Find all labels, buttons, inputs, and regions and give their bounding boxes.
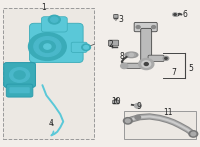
Text: 8: 8 (119, 52, 124, 61)
FancyBboxPatch shape (9, 87, 30, 94)
Circle shape (144, 63, 148, 66)
Ellipse shape (127, 53, 135, 56)
Text: 4: 4 (49, 119, 54, 128)
Circle shape (163, 56, 169, 60)
Text: 9: 9 (136, 102, 141, 111)
FancyBboxPatch shape (114, 14, 118, 18)
Circle shape (10, 68, 29, 82)
FancyBboxPatch shape (124, 111, 196, 139)
Circle shape (34, 37, 61, 56)
Circle shape (139, 59, 154, 70)
Circle shape (121, 63, 128, 69)
Circle shape (129, 53, 133, 56)
Text: 11: 11 (163, 108, 172, 117)
Circle shape (123, 118, 132, 124)
Circle shape (28, 33, 66, 60)
Circle shape (173, 13, 177, 16)
FancyBboxPatch shape (141, 28, 152, 66)
Circle shape (135, 103, 141, 108)
Circle shape (82, 44, 90, 50)
FancyBboxPatch shape (3, 8, 94, 139)
FancyBboxPatch shape (113, 100, 119, 104)
Text: 5: 5 (188, 64, 193, 73)
FancyBboxPatch shape (41, 17, 67, 32)
Circle shape (48, 15, 60, 24)
Text: 1: 1 (41, 3, 46, 12)
FancyBboxPatch shape (148, 55, 164, 62)
Circle shape (174, 14, 176, 15)
Circle shape (152, 26, 156, 29)
Circle shape (189, 131, 198, 137)
FancyBboxPatch shape (134, 22, 157, 32)
Circle shape (14, 71, 25, 79)
FancyBboxPatch shape (6, 84, 33, 97)
Circle shape (125, 119, 130, 123)
Circle shape (51, 17, 58, 22)
Circle shape (84, 46, 88, 49)
Circle shape (135, 115, 141, 119)
Circle shape (39, 41, 55, 52)
FancyBboxPatch shape (71, 42, 87, 52)
Text: 6: 6 (183, 10, 188, 19)
FancyBboxPatch shape (29, 23, 83, 63)
Ellipse shape (125, 52, 138, 58)
Circle shape (142, 61, 151, 67)
FancyBboxPatch shape (123, 63, 147, 69)
Text: 10: 10 (111, 97, 121, 106)
Circle shape (136, 26, 140, 29)
Text: 2: 2 (109, 40, 113, 49)
Text: 3: 3 (118, 15, 123, 24)
Circle shape (44, 44, 51, 49)
Circle shape (165, 57, 167, 59)
Circle shape (191, 132, 196, 136)
FancyBboxPatch shape (108, 40, 119, 46)
FancyBboxPatch shape (4, 63, 35, 87)
Text: 7: 7 (171, 67, 176, 77)
